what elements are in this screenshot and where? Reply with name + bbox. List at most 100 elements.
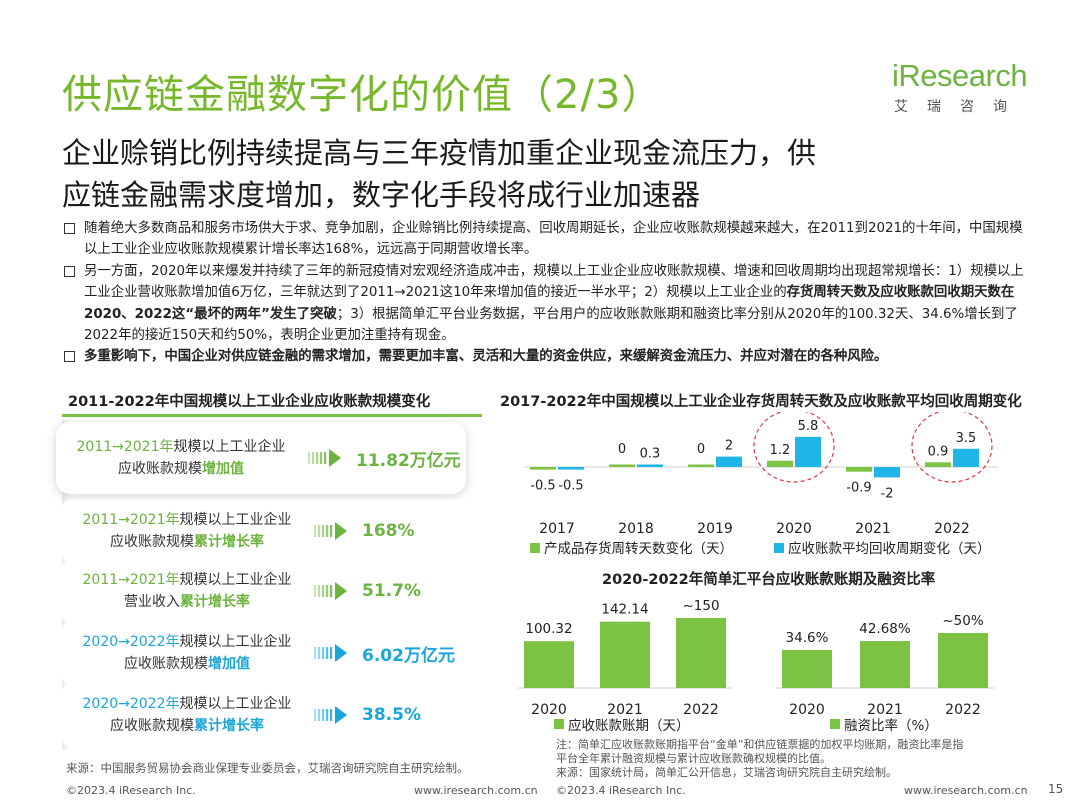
metric-subject: 规模以上工业企业 xyxy=(173,439,286,455)
bullet-box-icon xyxy=(64,223,75,234)
data-label: -0.9 xyxy=(846,481,871,496)
legend-label: 融资比率（%） xyxy=(844,717,938,734)
metric-period: 2011→2021年 xyxy=(82,572,180,588)
legend-swatch xyxy=(774,543,784,553)
metric-keyword: 累计增长率 xyxy=(180,594,250,610)
data-label: -2 xyxy=(881,486,894,501)
bar-receivable-2022 xyxy=(953,448,979,467)
subtitle-line-2: 应链金融需求度增加，数字化手段将成行业加速器 xyxy=(62,178,701,212)
data-label: 142.14 xyxy=(601,602,648,618)
bar-period-2020 xyxy=(524,641,574,688)
metric-period: 2020→2022年 xyxy=(82,696,180,712)
metric-card-label: 2020→2022年规模以上工业企业 应收账款规模累计增长率 xyxy=(62,693,312,737)
data-label: 0 xyxy=(618,442,626,457)
metric-card: 2011→2021年规模以上工业企业 营业收入累计增长率 51.7% xyxy=(62,560,472,622)
data-label: ~150 xyxy=(682,598,719,614)
metric-card: 2011→2021年规模以上工业企业应收账款规模增加值 11.82万亿元 xyxy=(56,422,466,494)
x-tick-label: 2020 xyxy=(776,521,812,537)
metric-subject: 规模以上工业企业 xyxy=(179,572,292,588)
bullet-list: 随着绝大多数商品和服务市场供大于求、竞争加剧，企业赊销比例持续提高、回收周期延长… xyxy=(64,218,1030,368)
bar-ratio-2020 xyxy=(782,649,832,688)
x-tick-label: 2021 xyxy=(867,702,903,718)
data-label: 2 xyxy=(725,439,733,454)
metric-measure: 应收账款规模 xyxy=(110,534,194,550)
highlight-circle xyxy=(753,412,835,483)
bar-ratio-2021 xyxy=(860,641,910,688)
jiandanhui-chart: 100.322020142.142021~1502022应收账款账期（天）34.… xyxy=(518,598,994,734)
metric-card: 2011→2021年规模以上工业企业 应收账款规模累计增长率 168% xyxy=(62,500,472,562)
bar-period-2021 xyxy=(600,621,650,688)
chart-1-title: 2017-2022年中国规模以上工业企业存货周转天数及应收账款平均回收周期变化 xyxy=(500,394,1022,410)
iresearch-logo: iResearch 艾瑞咨询 xyxy=(892,58,1032,128)
metric-measure: 应收账款规模 xyxy=(110,718,194,734)
legend-label: 产成品存货周转天数变化（天） xyxy=(544,540,733,557)
x-tick-label: 2020 xyxy=(789,702,825,718)
bar-period-2022 xyxy=(676,618,726,688)
metric-card-label: 2020→2022年规模以上工业企业 应收账款规模增加值 xyxy=(62,631,312,675)
data-label: 3.5 xyxy=(956,431,977,446)
arrow-right-icon xyxy=(308,449,341,467)
metric-subject: 规模以上工业企业 xyxy=(179,696,292,712)
data-label: 42.68% xyxy=(859,621,911,637)
metric-card: 2020→2022年规模以上工业企业 应收账款规模增加值 6.02万亿元 xyxy=(62,622,472,684)
chart-2-title: 2020-2022年简单汇平台应收账款账期及融资比率 xyxy=(602,572,936,588)
metric-measure: 应收账款规模 xyxy=(118,461,202,477)
x-tick-label: 2022 xyxy=(934,521,970,537)
metric-subject: 规模以上工业企业 xyxy=(179,512,292,528)
x-tick-label: 2021 xyxy=(855,521,891,537)
legend-swatch xyxy=(554,719,564,729)
legend-label: 应收账款平均回收周期变化（天） xyxy=(788,540,991,557)
chart-notes: 注：简单汇应收账款账期指平台“金单”和供应链票据的加权平均账期，融资比率是指 平… xyxy=(556,738,964,779)
data-label: 34.6% xyxy=(786,630,829,646)
data-label: 1.2 xyxy=(770,443,791,458)
bullet-box-icon xyxy=(64,265,75,277)
x-tick-label: 2019 xyxy=(697,521,733,537)
bar-inventory-2020 xyxy=(767,460,793,467)
x-tick-label: 2022 xyxy=(683,702,719,718)
bar-inventory-2022 xyxy=(925,462,951,467)
data-label: -0.5 xyxy=(530,479,555,494)
logo-subtitle: 艾瑞咨询 xyxy=(894,99,1026,115)
bar-inventory-2017 xyxy=(530,467,556,470)
bar-receivable-2020 xyxy=(795,436,821,467)
data-label: 0.9 xyxy=(928,444,949,459)
metric-value: 11.82万亿元 xyxy=(356,450,461,471)
bar-inventory-2021 xyxy=(846,467,872,472)
legend-swatch xyxy=(530,543,540,553)
metric-keyword: 增加值 xyxy=(208,656,250,672)
bar-receivable-2017 xyxy=(558,467,584,470)
left-source-note: 来源：中国服务贸易协会商业保理专业委员会，艾瑞咨询研究院自主研究绘制。 xyxy=(66,761,469,775)
metric-card-label: 2011→2021年规模以上工业企业应收账款规模增加值 xyxy=(56,436,306,480)
bar-inventory-2018 xyxy=(609,464,635,467)
page-subtitle: 企业赊销比例持续提高与三年疫情加重企业现金流压力，供 应链金融需求度增加，数字化… xyxy=(62,132,1022,216)
logo-word: Research xyxy=(898,58,1028,93)
arrow-right-icon xyxy=(314,582,347,600)
metric-period: 2011→2021年 xyxy=(82,512,180,528)
logo-i-mark: i xyxy=(892,58,899,93)
metric-value: 168% xyxy=(362,521,415,541)
bar-receivable-2019 xyxy=(716,456,742,467)
footer-website-link[interactable]: www.iresearch.com.cn xyxy=(414,784,538,797)
bar-receivable-2018 xyxy=(637,464,663,467)
metric-period: 2011→2021年 xyxy=(76,439,174,455)
bar-receivable-2021 xyxy=(874,467,900,478)
data-label: 5.8 xyxy=(798,419,819,434)
metric-value: 6.02万亿元 xyxy=(362,645,455,666)
left-panel-title: 2011-2022年中国规模以上工业企业应收账款规模变化 xyxy=(68,394,431,410)
data-label: ~50% xyxy=(942,613,983,629)
metric-period: 2020→2022年 xyxy=(82,634,180,650)
footer-website-link-2[interactable]: www.iresearch.com.cn xyxy=(904,784,1028,797)
metric-measure: 营业收入 xyxy=(124,594,180,610)
metric-value: 38.5% xyxy=(362,705,421,725)
arrow-right-icon xyxy=(314,644,347,662)
highlight-circle xyxy=(911,412,993,483)
metric-subject: 规模以上工业企业 xyxy=(179,634,292,650)
bullet-2-emphasis: 存货周转天数及应收账款回收期天数在2020、2022这“最坏的两年”发生了突破 xyxy=(84,285,1015,322)
metric-keyword: 增加值 xyxy=(202,461,244,477)
metric-card: 2020→2022年规模以上工业企业 应收账款规模累计增长率 38.5% xyxy=(62,684,472,746)
metric-card-label: 2011→2021年规模以上工业企业 应收账款规模累计增长率 xyxy=(62,509,312,553)
data-label: 0.3 xyxy=(640,447,661,462)
left-panel-divider xyxy=(62,414,482,417)
page-number: 15 xyxy=(1048,782,1064,796)
bullet-1: 随着绝大多数商品和服务市场供大于求、竞争加剧，企业赊销比例持续提高、回收周期延长… xyxy=(64,218,1030,261)
